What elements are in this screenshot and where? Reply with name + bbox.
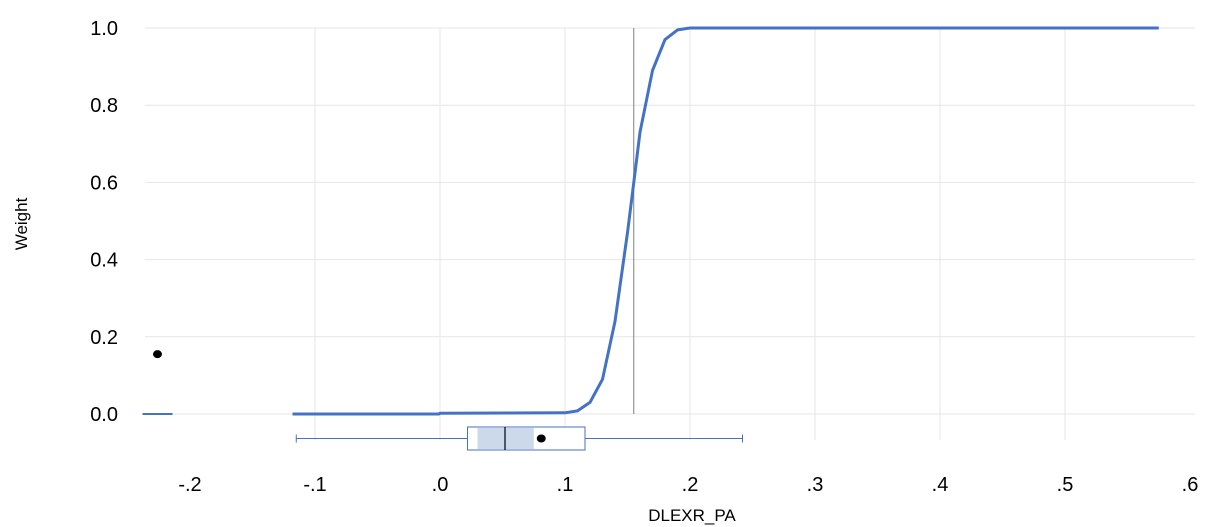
x-axis-ticks: -.2 -.1 .0 .1 .2 .3 .4 .5 .6: [178, 474, 1198, 496]
x-tick-label: -.2: [178, 474, 201, 496]
x-tick-label: .6: [1182, 474, 1199, 496]
y-tick-label: 0.8: [90, 95, 118, 117]
outlier-markers: [142, 350, 173, 415]
x-tick-label: .3: [807, 474, 824, 496]
x-tick-label: .1: [557, 474, 574, 496]
y-tick-label: 0.2: [90, 327, 118, 349]
y-tick-label: 0.6: [90, 172, 118, 194]
grid: [145, 27, 1195, 440]
x-tick-label: .2: [682, 474, 699, 496]
x-tick-label: -.1: [303, 474, 326, 496]
y-tick-label: 0.0: [90, 404, 118, 426]
box-inner: [477, 428, 534, 449]
legend-dot-marker: [153, 350, 162, 359]
y-tick-label: 0.4: [90, 250, 118, 272]
y-axis-label: Weight: [12, 197, 31, 250]
x-tick-label: .0: [432, 474, 449, 496]
series-layer: [292, 26, 1159, 416]
mean-dot: [536, 434, 546, 443]
x-tick-label: .5: [1057, 474, 1074, 496]
cdf-line: [292, 26, 1159, 416]
x-axis-label: DLEXR_PA: [648, 506, 736, 525]
x-tick-label: .4: [932, 474, 949, 496]
boxplot: [295, 426, 743, 451]
y-tick-label: 1.0: [90, 18, 118, 40]
y-axis-ticks: 0.0 0.2 0.4 0.6 0.8 1.0: [90, 18, 118, 426]
